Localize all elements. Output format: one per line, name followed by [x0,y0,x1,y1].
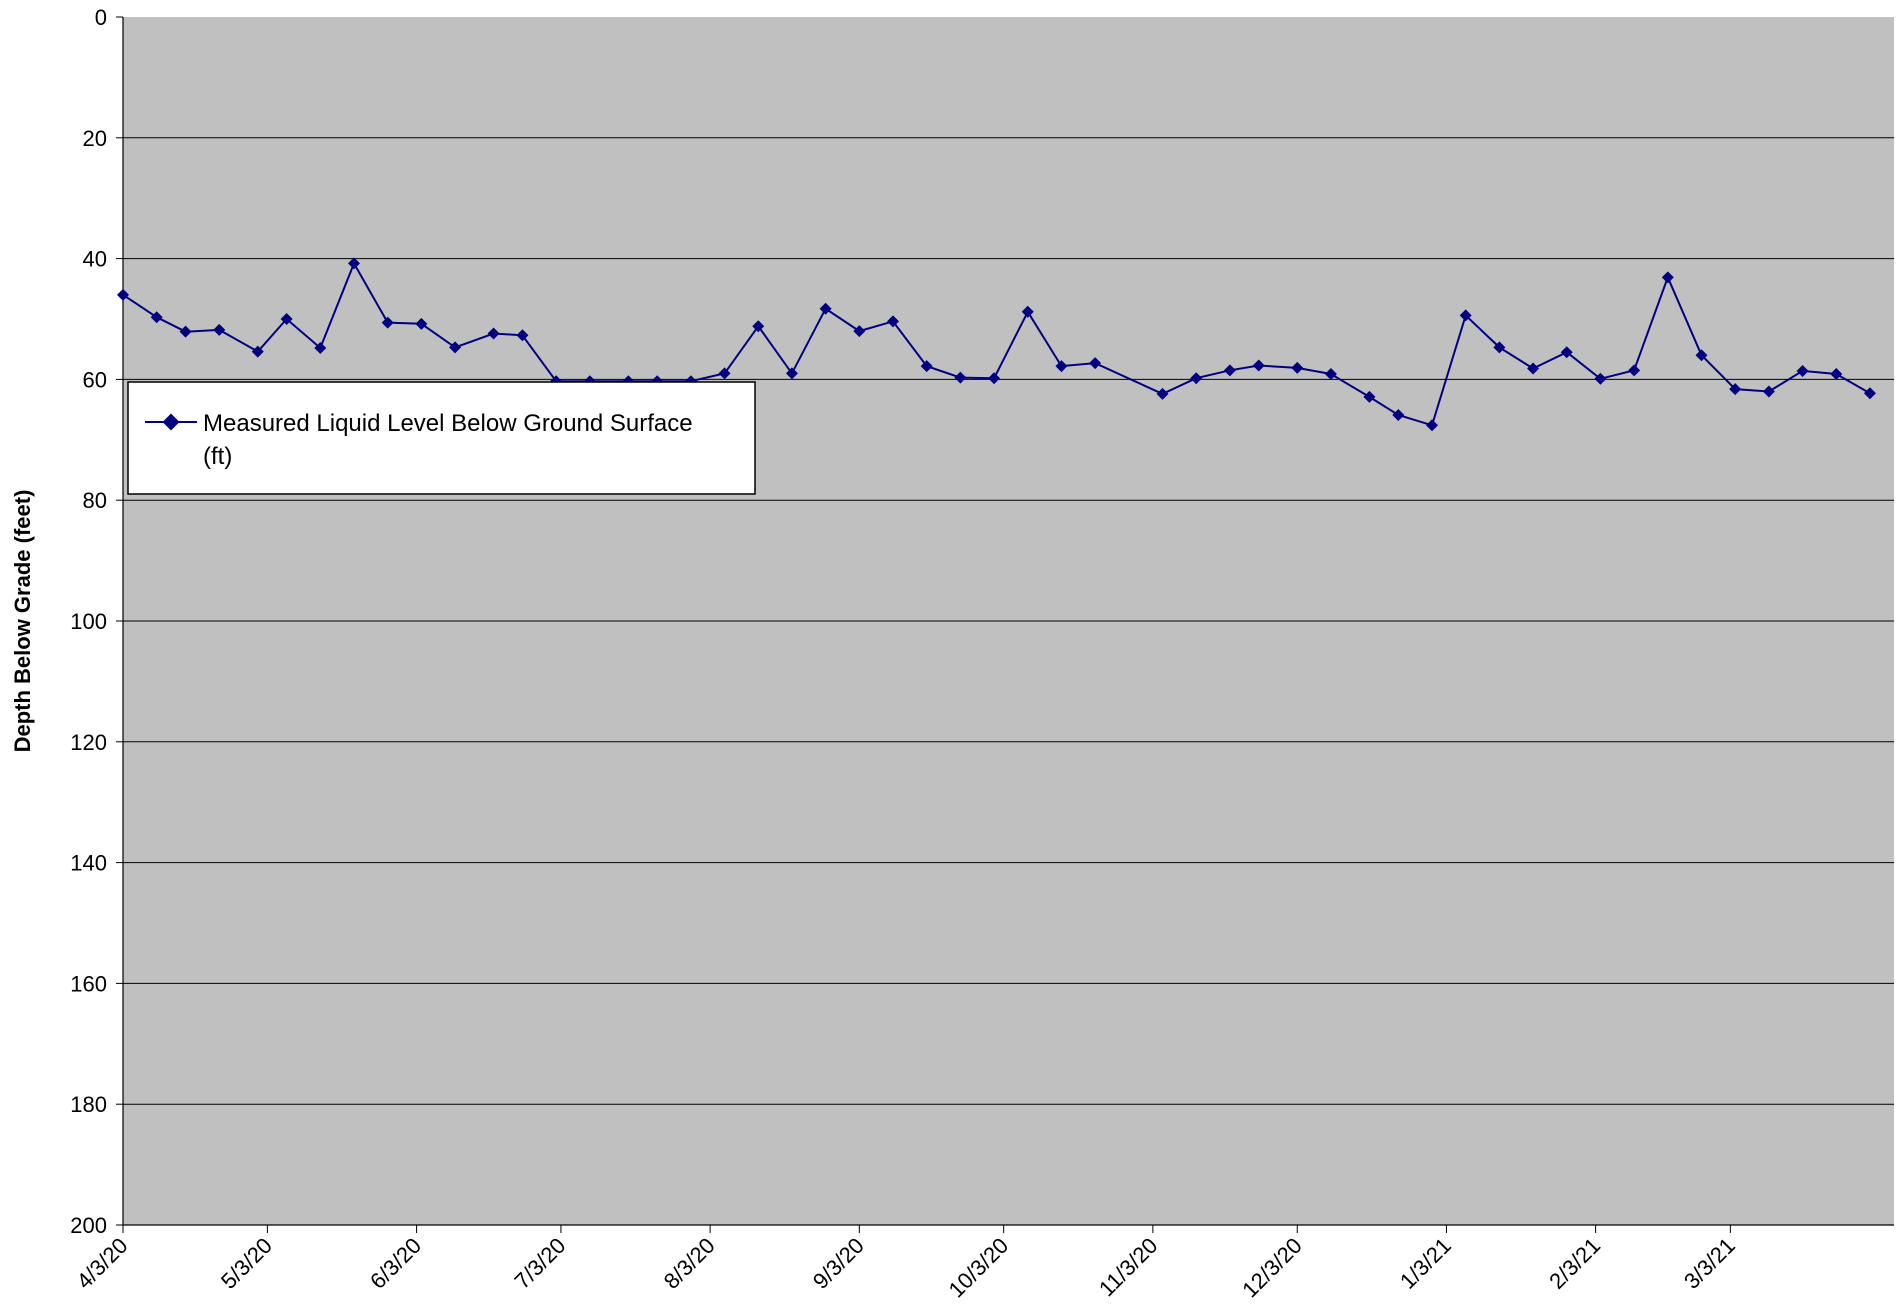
legend: Measured Liquid Level Below Ground Surfa… [127,381,756,495]
data-point [1830,367,1843,380]
y-tick-label: 200 [70,1213,107,1238]
y-tick-label: 100 [70,609,107,634]
data-point [853,325,866,338]
data-point [415,317,428,330]
data-point [1661,271,1674,284]
gridlines [123,137,1894,1105]
y-tick-label: 0 [95,5,107,30]
data-point [487,327,500,340]
data-point [1695,349,1708,362]
data-point [988,372,1001,385]
y-tick-label: 140 [70,851,107,876]
data-point [887,315,899,328]
data-point [314,341,327,354]
legend-label-line-2: (ft) [203,443,232,470]
y-tick-label: 120 [70,730,107,755]
y-tick-labels: 0 20 40 60 80 100 120 140 160 180 200 [70,5,107,1238]
x-tick-labels: 4/3/20 5/3/20 6/3/20 7/3/20 8/3/20 9/3/20 10/3… [72,1233,1740,1303]
data-point [1021,305,1034,318]
data-point [1363,390,1376,403]
data-point [251,345,264,358]
data-point [920,360,933,373]
data-point [280,313,293,325]
legend-box [127,381,756,495]
data-point [1324,367,1337,380]
x-tick-label: 12/3/20 [1237,1233,1307,1303]
data-point [954,371,967,384]
data-point [752,320,765,333]
data-point [1527,362,1540,375]
series-layer [117,257,1876,432]
axes [116,16,1894,1233]
x-tick-label: 1/3/21 [1395,1233,1456,1294]
y-tick-label: 80 [83,488,107,513]
data-point [1156,387,1169,400]
data-point [1190,372,1203,385]
x-tick-label: 11/3/20 [1094,1233,1162,1301]
x-tick-label: 4/3/20 [72,1233,133,1294]
x-tick-label: 6/3/20 [365,1233,426,1294]
data-point [150,311,163,324]
series-line [122,261,1871,427]
data-point [1089,357,1102,370]
data-point [1594,372,1607,385]
data-point [179,325,192,338]
data-point [348,257,360,270]
y-axis-title: Depth Below Grade (feet) [10,490,35,753]
data-point [819,302,832,315]
data-point [1796,364,1809,377]
data-point [1252,359,1265,372]
y-tick-label: 20 [83,126,107,151]
x-tick-label: 7/3/20 [510,1233,571,1294]
data-point [381,316,394,329]
data-point [1628,364,1641,377]
data-point [1459,309,1472,322]
data-point [1560,346,1573,359]
x-tick-label: 5/3/20 [216,1233,277,1294]
x-tick-label: 2/3/21 [1544,1233,1605,1294]
data-point [1729,383,1742,396]
x-tick-label: 9/3/20 [808,1233,869,1294]
legend-label-line-1: Measured Liquid Level Below Ground Surfa… [203,410,693,437]
data-point [1392,409,1405,422]
data-point [213,323,226,336]
data-point [1291,361,1304,374]
data-point [449,341,462,354]
data-point [718,367,731,380]
data-point [1223,364,1236,377]
data-point [1863,387,1876,400]
x-tick-label: 3/3/21 [1679,1233,1740,1294]
data-point [1055,360,1068,373]
x-tick-label: 8/3/20 [659,1233,720,1294]
legend-series-marker [162,413,180,431]
data-point [1493,341,1506,354]
data-point [117,288,129,301]
data-point [516,329,529,342]
y-tick-label: 160 [70,971,107,996]
x-tick-label: 10/3/20 [944,1233,1014,1303]
y-tick-label: 60 [83,367,107,392]
y-tick-label: 180 [70,1092,107,1117]
y-tick-label: 40 [83,247,107,272]
data-point [1426,419,1438,432]
data-point [785,367,798,380]
data-point [1762,385,1775,398]
